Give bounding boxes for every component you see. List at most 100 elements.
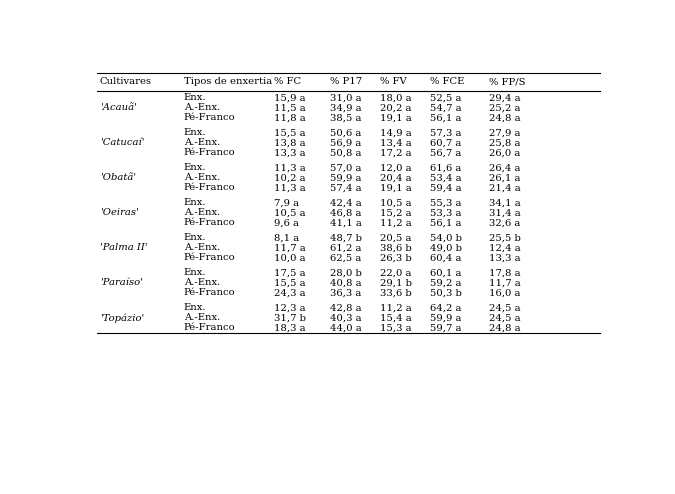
Text: 61,6 a: 61,6 a <box>430 164 462 172</box>
Text: 61,2 a: 61,2 a <box>329 244 361 252</box>
Text: Enx.: Enx. <box>184 303 207 312</box>
Text: 20,2 a: 20,2 a <box>380 103 411 112</box>
Text: 31,4 a: 31,4 a <box>489 208 520 217</box>
Text: 17,5 a: 17,5 a <box>274 268 306 278</box>
Text: 64,2 a: 64,2 a <box>430 303 462 312</box>
Text: 38,6 b: 38,6 b <box>380 244 412 252</box>
Text: 9,6 a: 9,6 a <box>274 218 299 227</box>
Text: A.-Enx.: A.-Enx. <box>184 173 220 182</box>
Text: Pé-Franco: Pé-Franco <box>184 253 236 262</box>
Text: 60,4 a: 60,4 a <box>430 253 462 262</box>
Text: A.-Enx.: A.-Enx. <box>184 244 220 252</box>
Text: 13,4 a: 13,4 a <box>380 138 412 147</box>
Text: 62,5 a: 62,5 a <box>329 253 361 262</box>
Text: 15,3 a: 15,3 a <box>380 323 411 332</box>
Text: 50,8 a: 50,8 a <box>329 148 361 157</box>
Text: 'Obatã': 'Obatã' <box>99 173 136 182</box>
Text: 12,0 a: 12,0 a <box>380 164 411 172</box>
Text: A.-Enx.: A.-Enx. <box>184 313 220 322</box>
Text: 'Palma II': 'Palma II' <box>99 244 147 252</box>
Text: 56,1 a: 56,1 a <box>430 218 462 227</box>
Text: 10,5 a: 10,5 a <box>380 199 411 207</box>
Text: 60,1 a: 60,1 a <box>430 268 462 278</box>
Text: 21,4 a: 21,4 a <box>489 183 520 192</box>
Text: 31,7 b: 31,7 b <box>274 313 306 322</box>
Text: 15,2 a: 15,2 a <box>380 208 411 217</box>
Text: 24,8 a: 24,8 a <box>489 323 520 332</box>
Text: 25,2 a: 25,2 a <box>489 103 520 112</box>
Text: 56,1 a: 56,1 a <box>430 113 462 122</box>
Text: 13,3 a: 13,3 a <box>489 253 520 262</box>
Text: Enx.: Enx. <box>184 199 207 207</box>
Text: 11,8 a: 11,8 a <box>274 113 306 122</box>
Text: 33,6 b: 33,6 b <box>380 288 412 297</box>
Text: 13,3 a: 13,3 a <box>274 148 306 157</box>
Text: 25,8 a: 25,8 a <box>489 138 520 147</box>
Text: 20,5 a: 20,5 a <box>380 233 411 243</box>
Text: 10,0 a: 10,0 a <box>274 253 306 262</box>
Text: % FCE: % FCE <box>430 77 464 86</box>
Text: 10,2 a: 10,2 a <box>274 173 306 182</box>
Text: 40,8 a: 40,8 a <box>329 278 361 288</box>
Text: 11,5 a: 11,5 a <box>274 103 306 112</box>
Text: 42,8 a: 42,8 a <box>329 303 361 312</box>
Text: 34,1 a: 34,1 a <box>489 199 520 207</box>
Text: 15,5 a: 15,5 a <box>274 128 306 137</box>
Text: 26,1 a: 26,1 a <box>489 173 520 182</box>
Text: 59,4 a: 59,4 a <box>430 183 462 192</box>
Text: Pé-Franco: Pé-Franco <box>184 323 236 332</box>
Text: 50,3 b: 50,3 b <box>430 288 462 297</box>
Text: 25,5 b: 25,5 b <box>489 233 520 243</box>
Text: 24,8 a: 24,8 a <box>489 113 520 122</box>
Text: 31,0 a: 31,0 a <box>329 93 361 102</box>
Text: 11,3 a: 11,3 a <box>274 183 306 192</box>
Text: % FV: % FV <box>380 77 406 86</box>
Text: 59,9 a: 59,9 a <box>430 313 462 322</box>
Text: % FC: % FC <box>274 77 302 86</box>
Text: 16,0 a: 16,0 a <box>489 288 520 297</box>
Text: 18,0 a: 18,0 a <box>380 93 411 102</box>
Text: 32,6 a: 32,6 a <box>489 218 520 227</box>
Text: % FP/S: % FP/S <box>489 77 525 86</box>
Text: 54,7 a: 54,7 a <box>430 103 462 112</box>
Text: 56,7 a: 56,7 a <box>430 148 462 157</box>
Text: 17,2 a: 17,2 a <box>380 148 411 157</box>
Text: Enx.: Enx. <box>184 268 207 278</box>
Text: 53,3 a: 53,3 a <box>430 208 462 217</box>
Text: 38,5 a: 38,5 a <box>329 113 361 122</box>
Text: 24,3 a: 24,3 a <box>274 288 306 297</box>
Text: 11,3 a: 11,3 a <box>274 164 306 172</box>
Text: 11,2 a: 11,2 a <box>380 218 412 227</box>
Text: 24,5 a: 24,5 a <box>489 303 520 312</box>
Text: 13,8 a: 13,8 a <box>274 138 306 147</box>
Text: 12,4 a: 12,4 a <box>489 244 520 252</box>
Text: 27,9 a: 27,9 a <box>489 128 520 137</box>
Text: A.-Enx.: A.-Enx. <box>184 278 220 288</box>
Text: 57,4 a: 57,4 a <box>329 183 361 192</box>
Text: A.-Enx.: A.-Enx. <box>184 138 220 147</box>
Text: Pé-Franco: Pé-Franco <box>184 113 236 122</box>
Text: 11,2 a: 11,2 a <box>380 303 412 312</box>
Text: 34,9 a: 34,9 a <box>329 103 361 112</box>
Text: Enx.: Enx. <box>184 128 207 137</box>
Text: Enx.: Enx. <box>184 164 207 172</box>
Text: 29,1 b: 29,1 b <box>380 278 412 288</box>
Text: A.-Enx.: A.-Enx. <box>184 103 220 112</box>
Text: 36,3 a: 36,3 a <box>329 288 361 297</box>
Text: 11,7 a: 11,7 a <box>489 278 520 288</box>
Text: Pé-Franco: Pé-Franco <box>184 218 236 227</box>
Text: 52,5 a: 52,5 a <box>430 93 462 102</box>
Text: 24,5 a: 24,5 a <box>489 313 520 322</box>
Text: 19,1 a: 19,1 a <box>380 113 412 122</box>
Text: 7,9 a: 7,9 a <box>274 199 300 207</box>
Text: Cultivares: Cultivares <box>99 77 152 86</box>
Text: Enx.: Enx. <box>184 233 207 243</box>
Text: 12,3 a: 12,3 a <box>274 303 306 312</box>
Text: 15,9 a: 15,9 a <box>274 93 306 102</box>
Text: 'Oeiras': 'Oeiras' <box>99 208 138 217</box>
Text: % P17: % P17 <box>329 77 362 86</box>
Text: 59,2 a: 59,2 a <box>430 278 462 288</box>
Text: 11,7 a: 11,7 a <box>274 244 306 252</box>
Text: 19,1 a: 19,1 a <box>380 183 412 192</box>
Text: Tipos de enxertia: Tipos de enxertia <box>184 77 272 86</box>
